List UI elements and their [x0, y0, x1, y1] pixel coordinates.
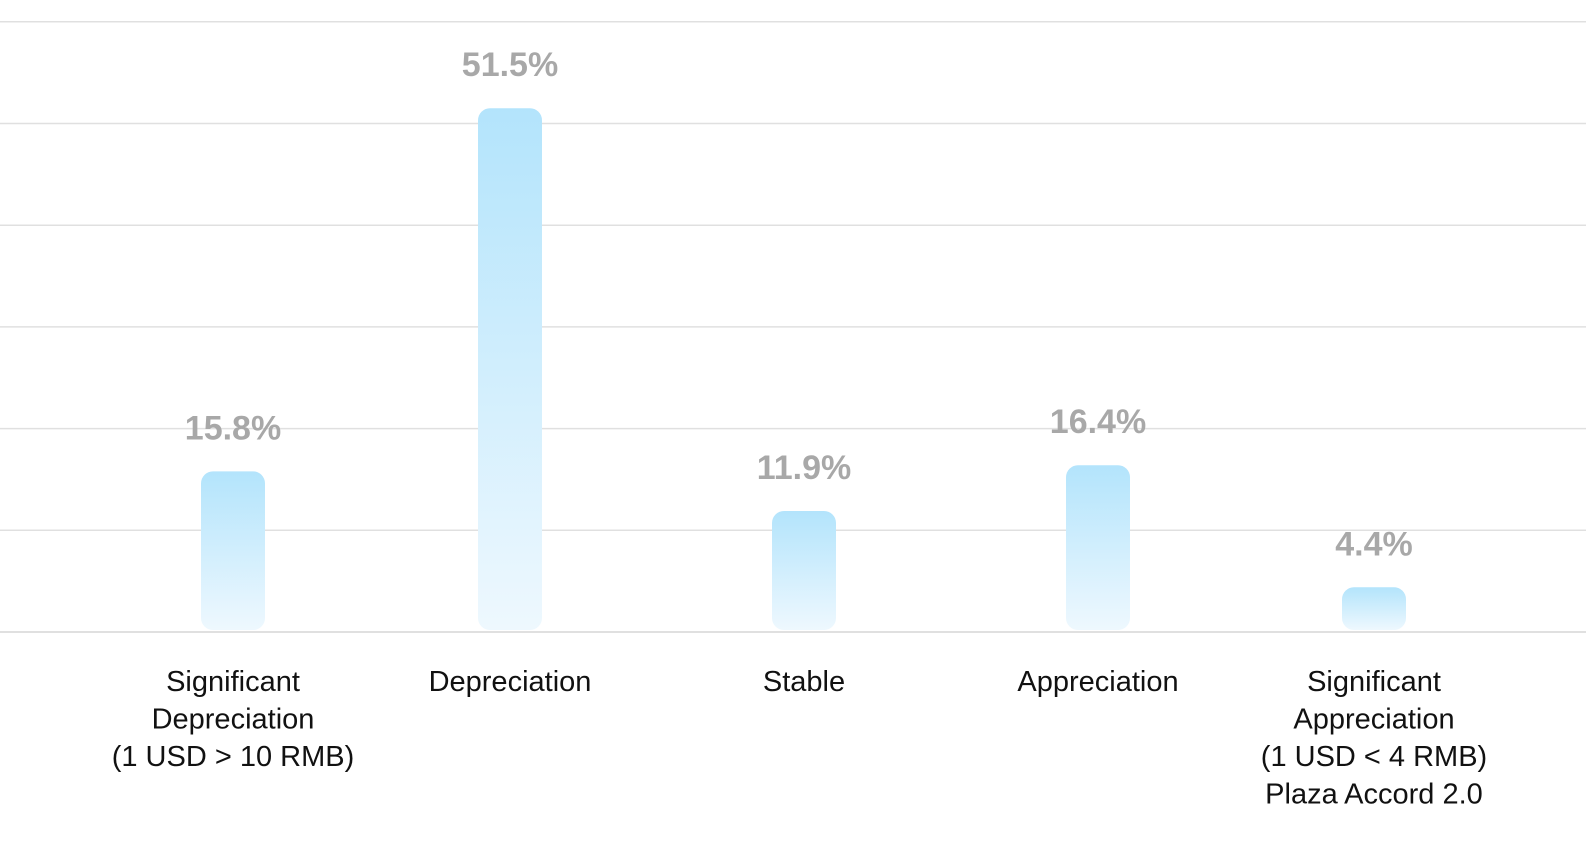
- bar: [201, 471, 265, 630]
- category-labels: Significant Depreciation (1 USD > 10 RMB) D…: [112, 666, 1487, 811]
- bar: [1342, 587, 1406, 630]
- category-label-line: Depreciation: [152, 704, 315, 736]
- data-label: 4.4%: [1335, 525, 1413, 563]
- category-label: Appreciation: [1017, 666, 1178, 698]
- category-label-line: Appreciation: [1293, 704, 1454, 736]
- category-label: Stable: [763, 666, 845, 698]
- category-label-line: Depreciation: [429, 666, 592, 698]
- category-label-line: Plaza Accord 2.0: [1265, 779, 1483, 811]
- bar: [478, 108, 542, 631]
- data-label: 16.4%: [1050, 403, 1146, 441]
- data-label: 11.9%: [757, 449, 852, 487]
- category-label-line: Significant: [166, 666, 300, 698]
- value-labels: 15.8% 51.5% 11.9% 16.4% 4.4%: [185, 46, 1413, 563]
- bar: [772, 510, 836, 630]
- category-label-line: Appreciation: [1017, 666, 1178, 698]
- category-label-line: Significant: [1307, 666, 1441, 698]
- category-label: Depreciation: [429, 666, 592, 698]
- category-label-line: Stable: [763, 666, 845, 698]
- bar: [1066, 465, 1130, 630]
- category-label-line: (1 USD < 4 RMB): [1261, 741, 1487, 773]
- data-label: 51.5%: [462, 46, 558, 84]
- category-label-line: (1 USD > 10 RMB): [112, 741, 355, 773]
- category-label: Significant Depreciation (1 USD > 10 RMB): [112, 666, 355, 773]
- category-label: Significant Appreciation (1 USD < 4 RMB) Pl…: [1261, 666, 1487, 811]
- bars: [201, 108, 1406, 631]
- data-label: 15.8%: [185, 409, 281, 447]
